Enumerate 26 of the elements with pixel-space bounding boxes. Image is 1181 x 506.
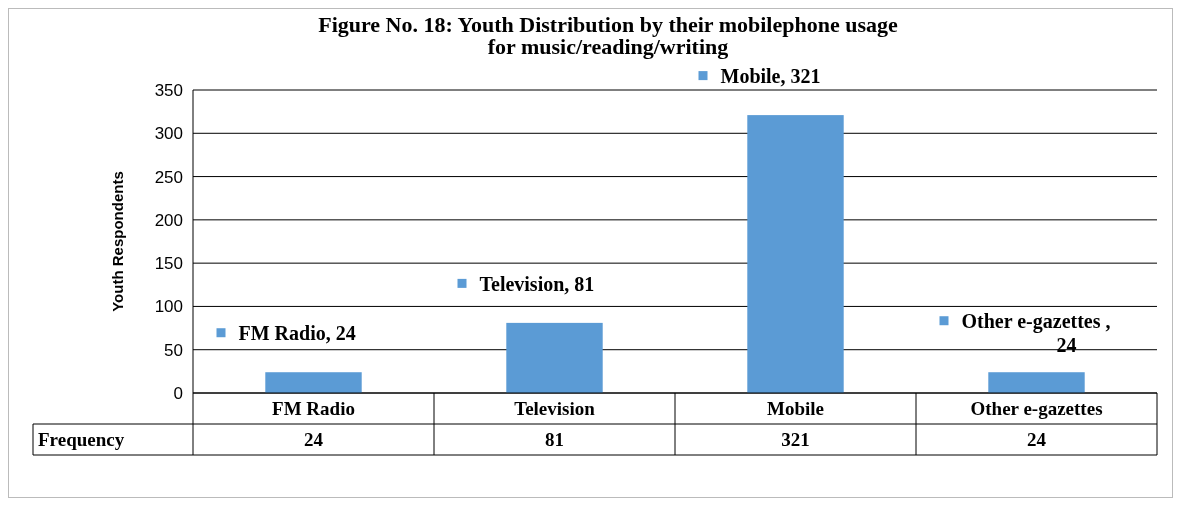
annotation: FM Radio, 24 xyxy=(238,322,356,345)
chart-title: Figure No. 18: Youth Distribution by their mobilephone usage for music/reading/writing xyxy=(318,12,899,59)
data-label: 24 xyxy=(304,429,324,451)
x-tick-label: Other e-gazettes xyxy=(970,398,1103,420)
bar xyxy=(747,115,844,393)
y-tick-label: 200 xyxy=(154,210,183,230)
annotation: Television, 81 xyxy=(479,272,595,295)
bar xyxy=(265,372,362,393)
data-label: 321 xyxy=(781,429,810,451)
text: Frequency xyxy=(38,429,125,451)
y-tick-label: 0 xyxy=(173,383,183,403)
bar xyxy=(506,322,603,393)
text: Mobile, 321 xyxy=(720,65,821,88)
x-tick-label: Mobile xyxy=(767,398,824,420)
x-tick-label: Television xyxy=(514,398,596,420)
y-tick-label: 150 xyxy=(154,254,183,274)
y-tick-label: 300 xyxy=(154,124,183,144)
bar xyxy=(988,372,1085,393)
x-tick-label: FM Radio xyxy=(272,398,355,420)
y-axis-title: Youth Respondents xyxy=(109,171,126,312)
y-tick-label: 350 xyxy=(154,80,183,100)
y-tick-label: 100 xyxy=(154,297,183,317)
data-label: 81 xyxy=(545,429,564,451)
data-label: 24 xyxy=(1027,429,1047,451)
y-tick-label: 250 xyxy=(154,167,183,187)
y-tick-label: 50 xyxy=(164,340,183,360)
